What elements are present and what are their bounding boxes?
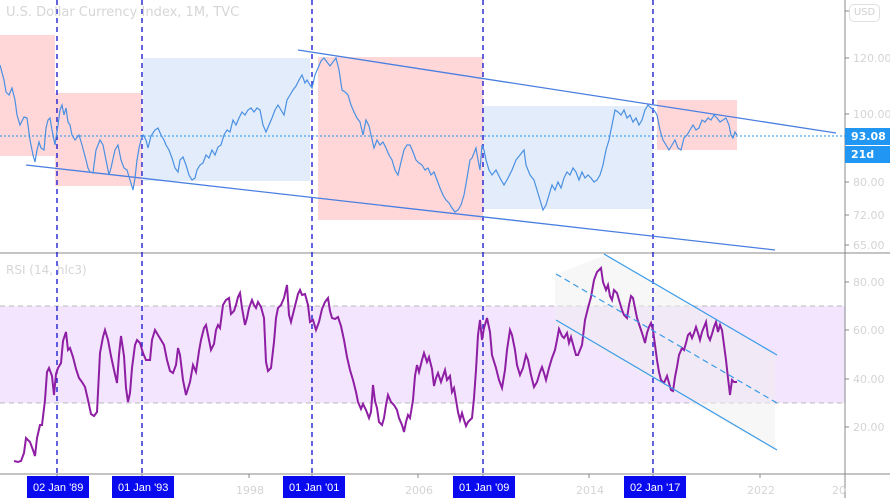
rsi-line: [13, 265, 737, 464]
time-tick: 2022: [747, 484, 775, 497]
chart-title: U.S. Dollar Currency Index, 1M, TVC: [6, 5, 240, 20]
rsi-channel[interactable]: [555, 253, 778, 451]
date-markers: [56, 0, 654, 474]
date-marker-label: 01 Jan '09: [453, 476, 516, 498]
price-tick: 120.00: [853, 52, 890, 65]
time-tick: 2014: [576, 484, 604, 497]
price-tick: 65.00: [853, 239, 885, 252]
rsi-tick: 40.00: [853, 373, 885, 386]
rsi-tick: 80.00: [853, 276, 885, 289]
price-line: [0, 56, 738, 213]
price-tick: 80.00: [853, 176, 885, 189]
date-marker-label: 01 Jan '93: [112, 476, 175, 498]
rsi-tick: 60.00: [853, 324, 885, 337]
currency-badge[interactable]: USD: [849, 4, 880, 22]
date-marker-label: 01 Jan '01: [283, 476, 346, 498]
last-price-tag: 93.08: [845, 128, 890, 145]
countdown-tag: 21d 6h: [845, 146, 890, 178]
date-marker-label: 02 Jan '17: [624, 476, 687, 498]
zones: [0, 35, 737, 220]
date-marker-label: 02 Jan '89: [27, 476, 90, 498]
time-tick: 1998: [236, 484, 264, 497]
trend-channel[interactable]: [25, 49, 837, 251]
price-tick: 100.00: [853, 108, 890, 121]
rsi-title: RSI (14, hlc3): [6, 263, 87, 277]
price-tick: 72.00: [853, 209, 885, 222]
time-tick: 2006: [405, 484, 433, 497]
rsi-tick: 20.00: [853, 421, 885, 434]
time-tick: 20: [832, 484, 846, 497]
